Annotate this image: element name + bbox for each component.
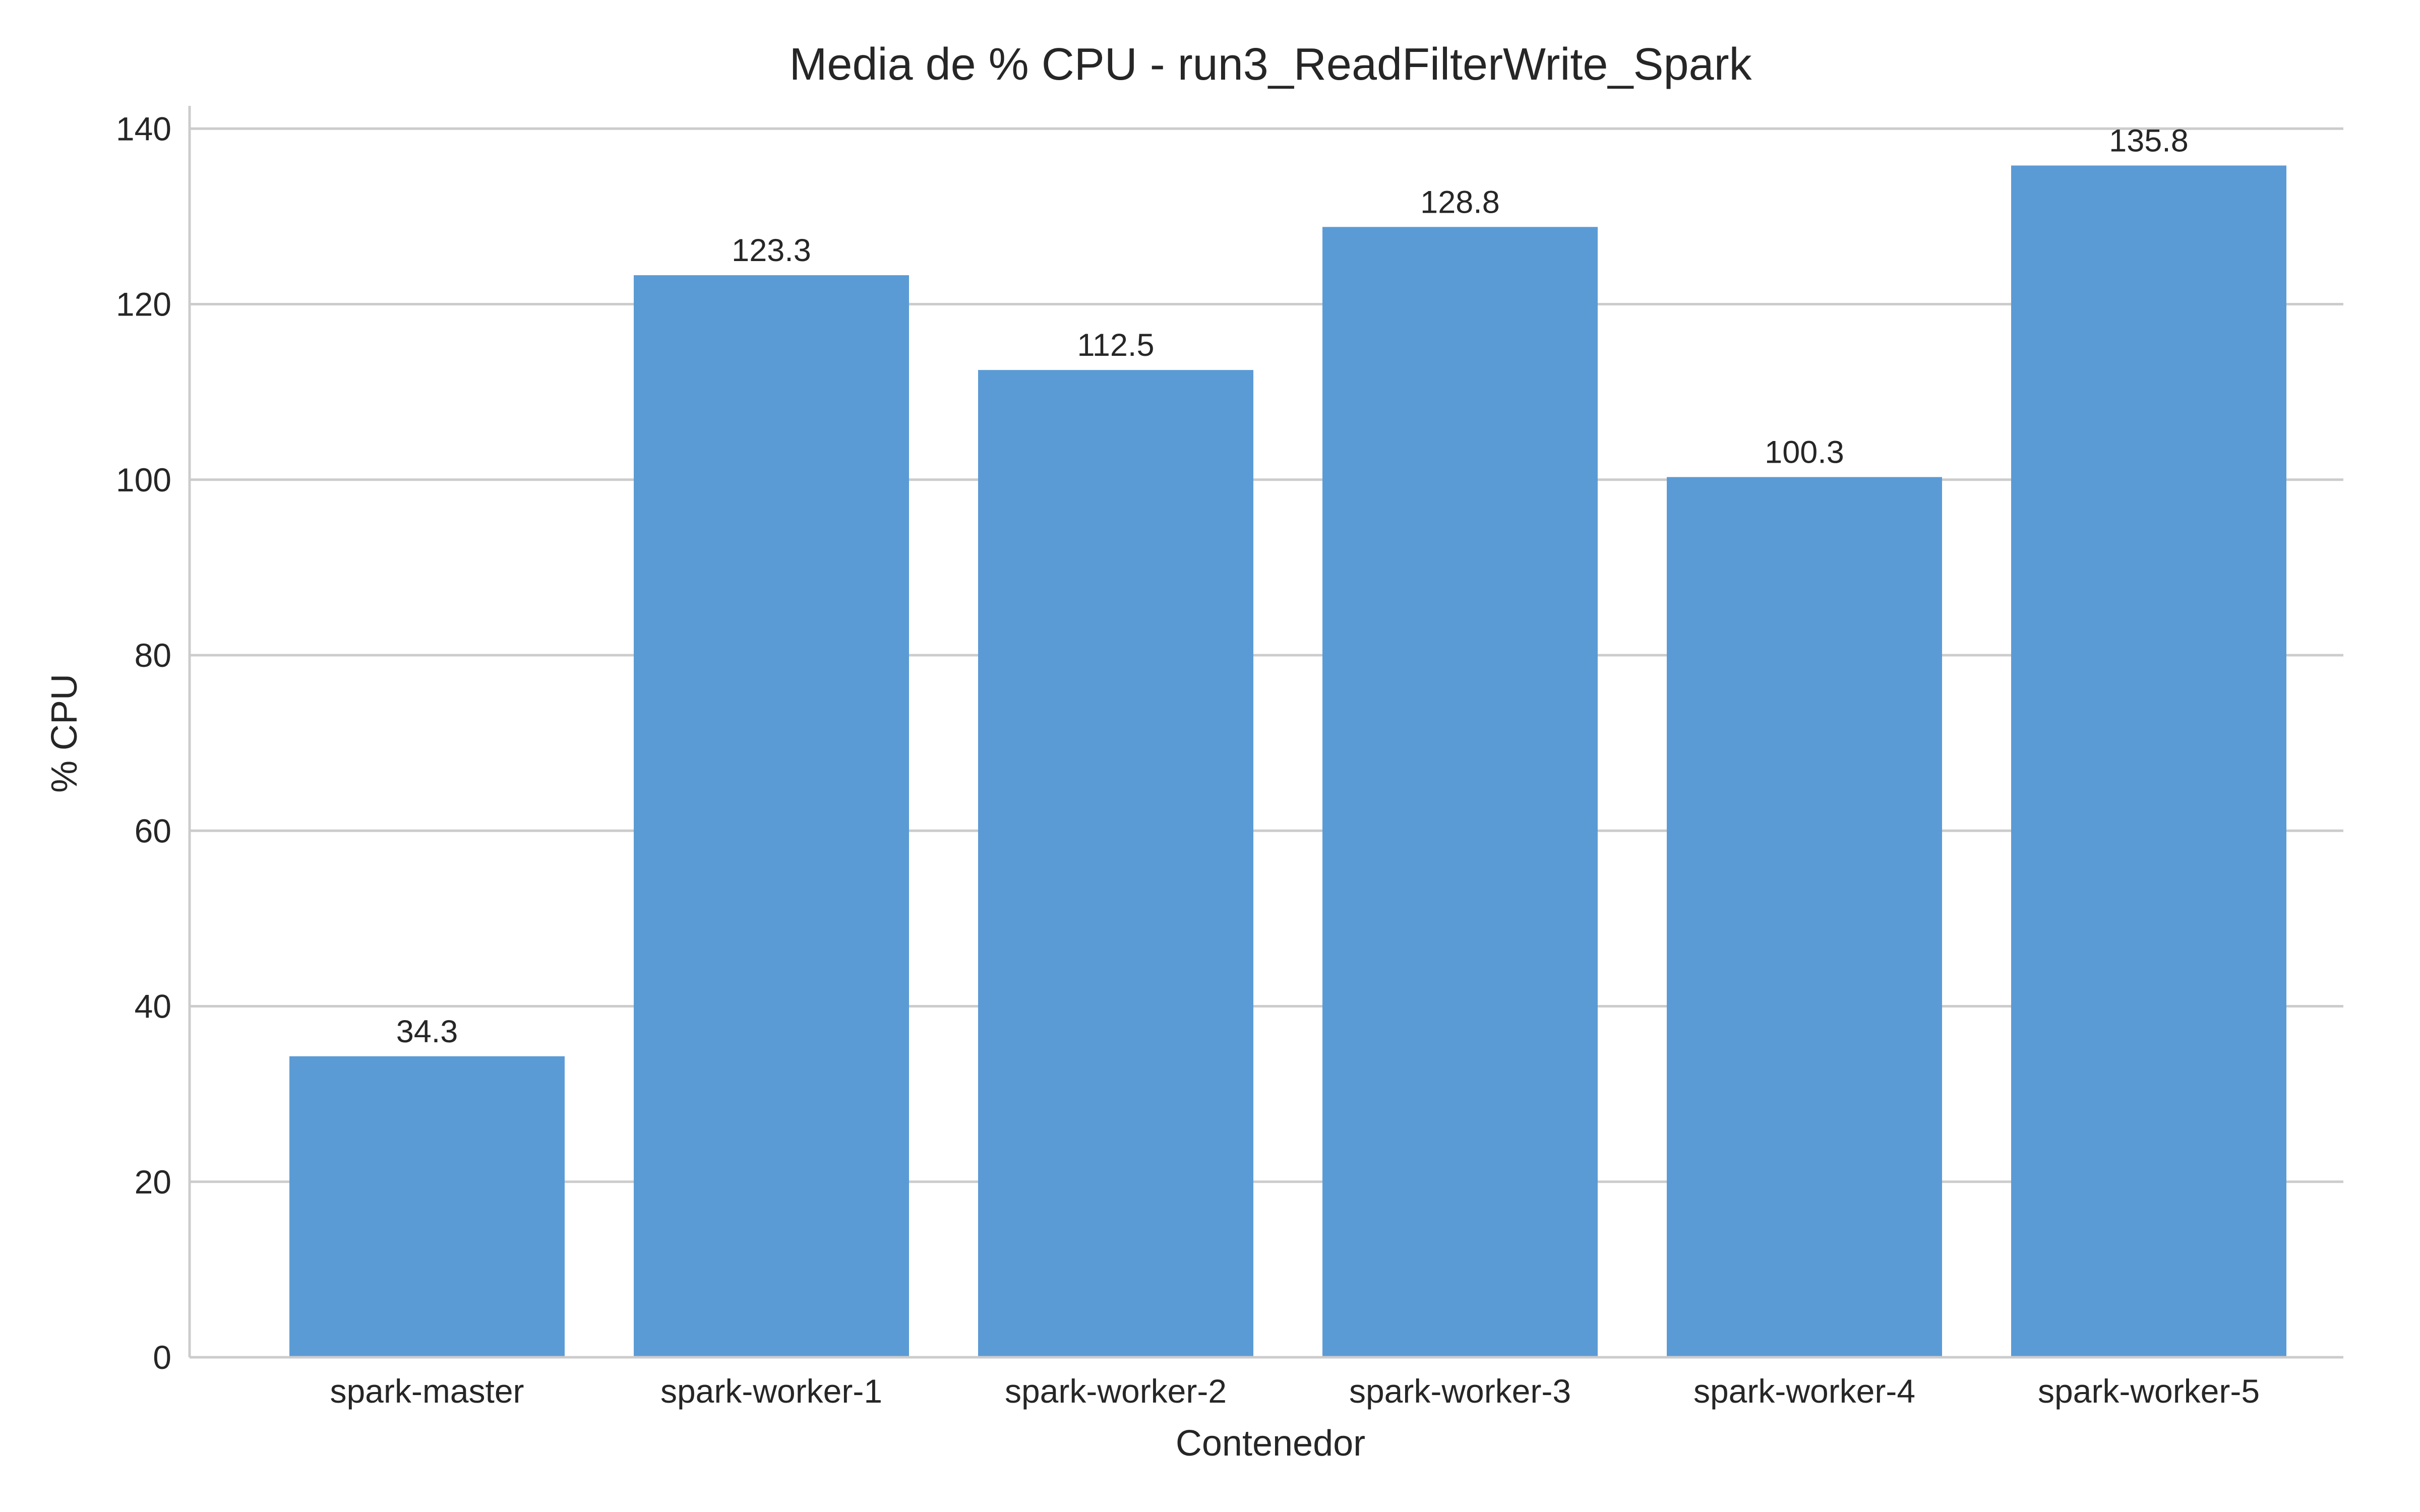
- data-label: 128.8: [1420, 184, 1500, 220]
- bar: [1322, 227, 1598, 1358]
- x-tick-labels: spark-master spark-worker-1 spark-worker-2…: [330, 1372, 2260, 1410]
- data-label: 123.3: [732, 233, 811, 268]
- y-tick-label: 100: [116, 461, 171, 498]
- x-tick-label: spark-worker-5: [2038, 1372, 2260, 1410]
- data-label: 34.3: [396, 1014, 458, 1049]
- y-axis-title: % CPU: [44, 674, 85, 793]
- data-label: 135.8: [2109, 123, 2189, 158]
- y-tick-label: 40: [135, 988, 171, 1025]
- data-label: 112.5: [1077, 328, 1155, 363]
- gridlines: [190, 127, 2343, 1183]
- y-tick-label: 140: [116, 110, 171, 147]
- y-tick-label: 60: [135, 812, 171, 849]
- y-tick-labels: 0 20 40 60 80 100 120 140: [116, 110, 171, 1376]
- bar: [2011, 165, 2286, 1358]
- y-tick-label: 80: [135, 637, 171, 674]
- x-tick-label: spark-worker-4: [1693, 1372, 1915, 1410]
- data-label: 100.3: [1765, 435, 1844, 470]
- bars: [289, 165, 2286, 1358]
- bar: [1667, 477, 1942, 1358]
- data-labels: 34.3 123.3 112.5 128.8 100.3 135.8: [396, 123, 2189, 1049]
- x-tick-label: spark-master: [330, 1372, 524, 1410]
- bar: [289, 1056, 565, 1357]
- chart-title: Media de % CPU - run3_ReadFilterWrite_Sp…: [789, 39, 1752, 90]
- x-tick-label: spark-worker-1: [660, 1372, 882, 1410]
- y-tick-label: 20: [135, 1163, 171, 1201]
- axes: [188, 106, 2343, 1359]
- bar: [634, 275, 909, 1358]
- x-tick-label: spark-worker-3: [1349, 1372, 1571, 1410]
- x-axis-title: Contenedor: [1176, 1423, 1365, 1464]
- y-tick-label: 120: [116, 286, 171, 323]
- bar: [978, 370, 1253, 1357]
- x-tick-label: spark-worker-2: [1005, 1372, 1227, 1410]
- y-tick-label: 0: [153, 1339, 171, 1376]
